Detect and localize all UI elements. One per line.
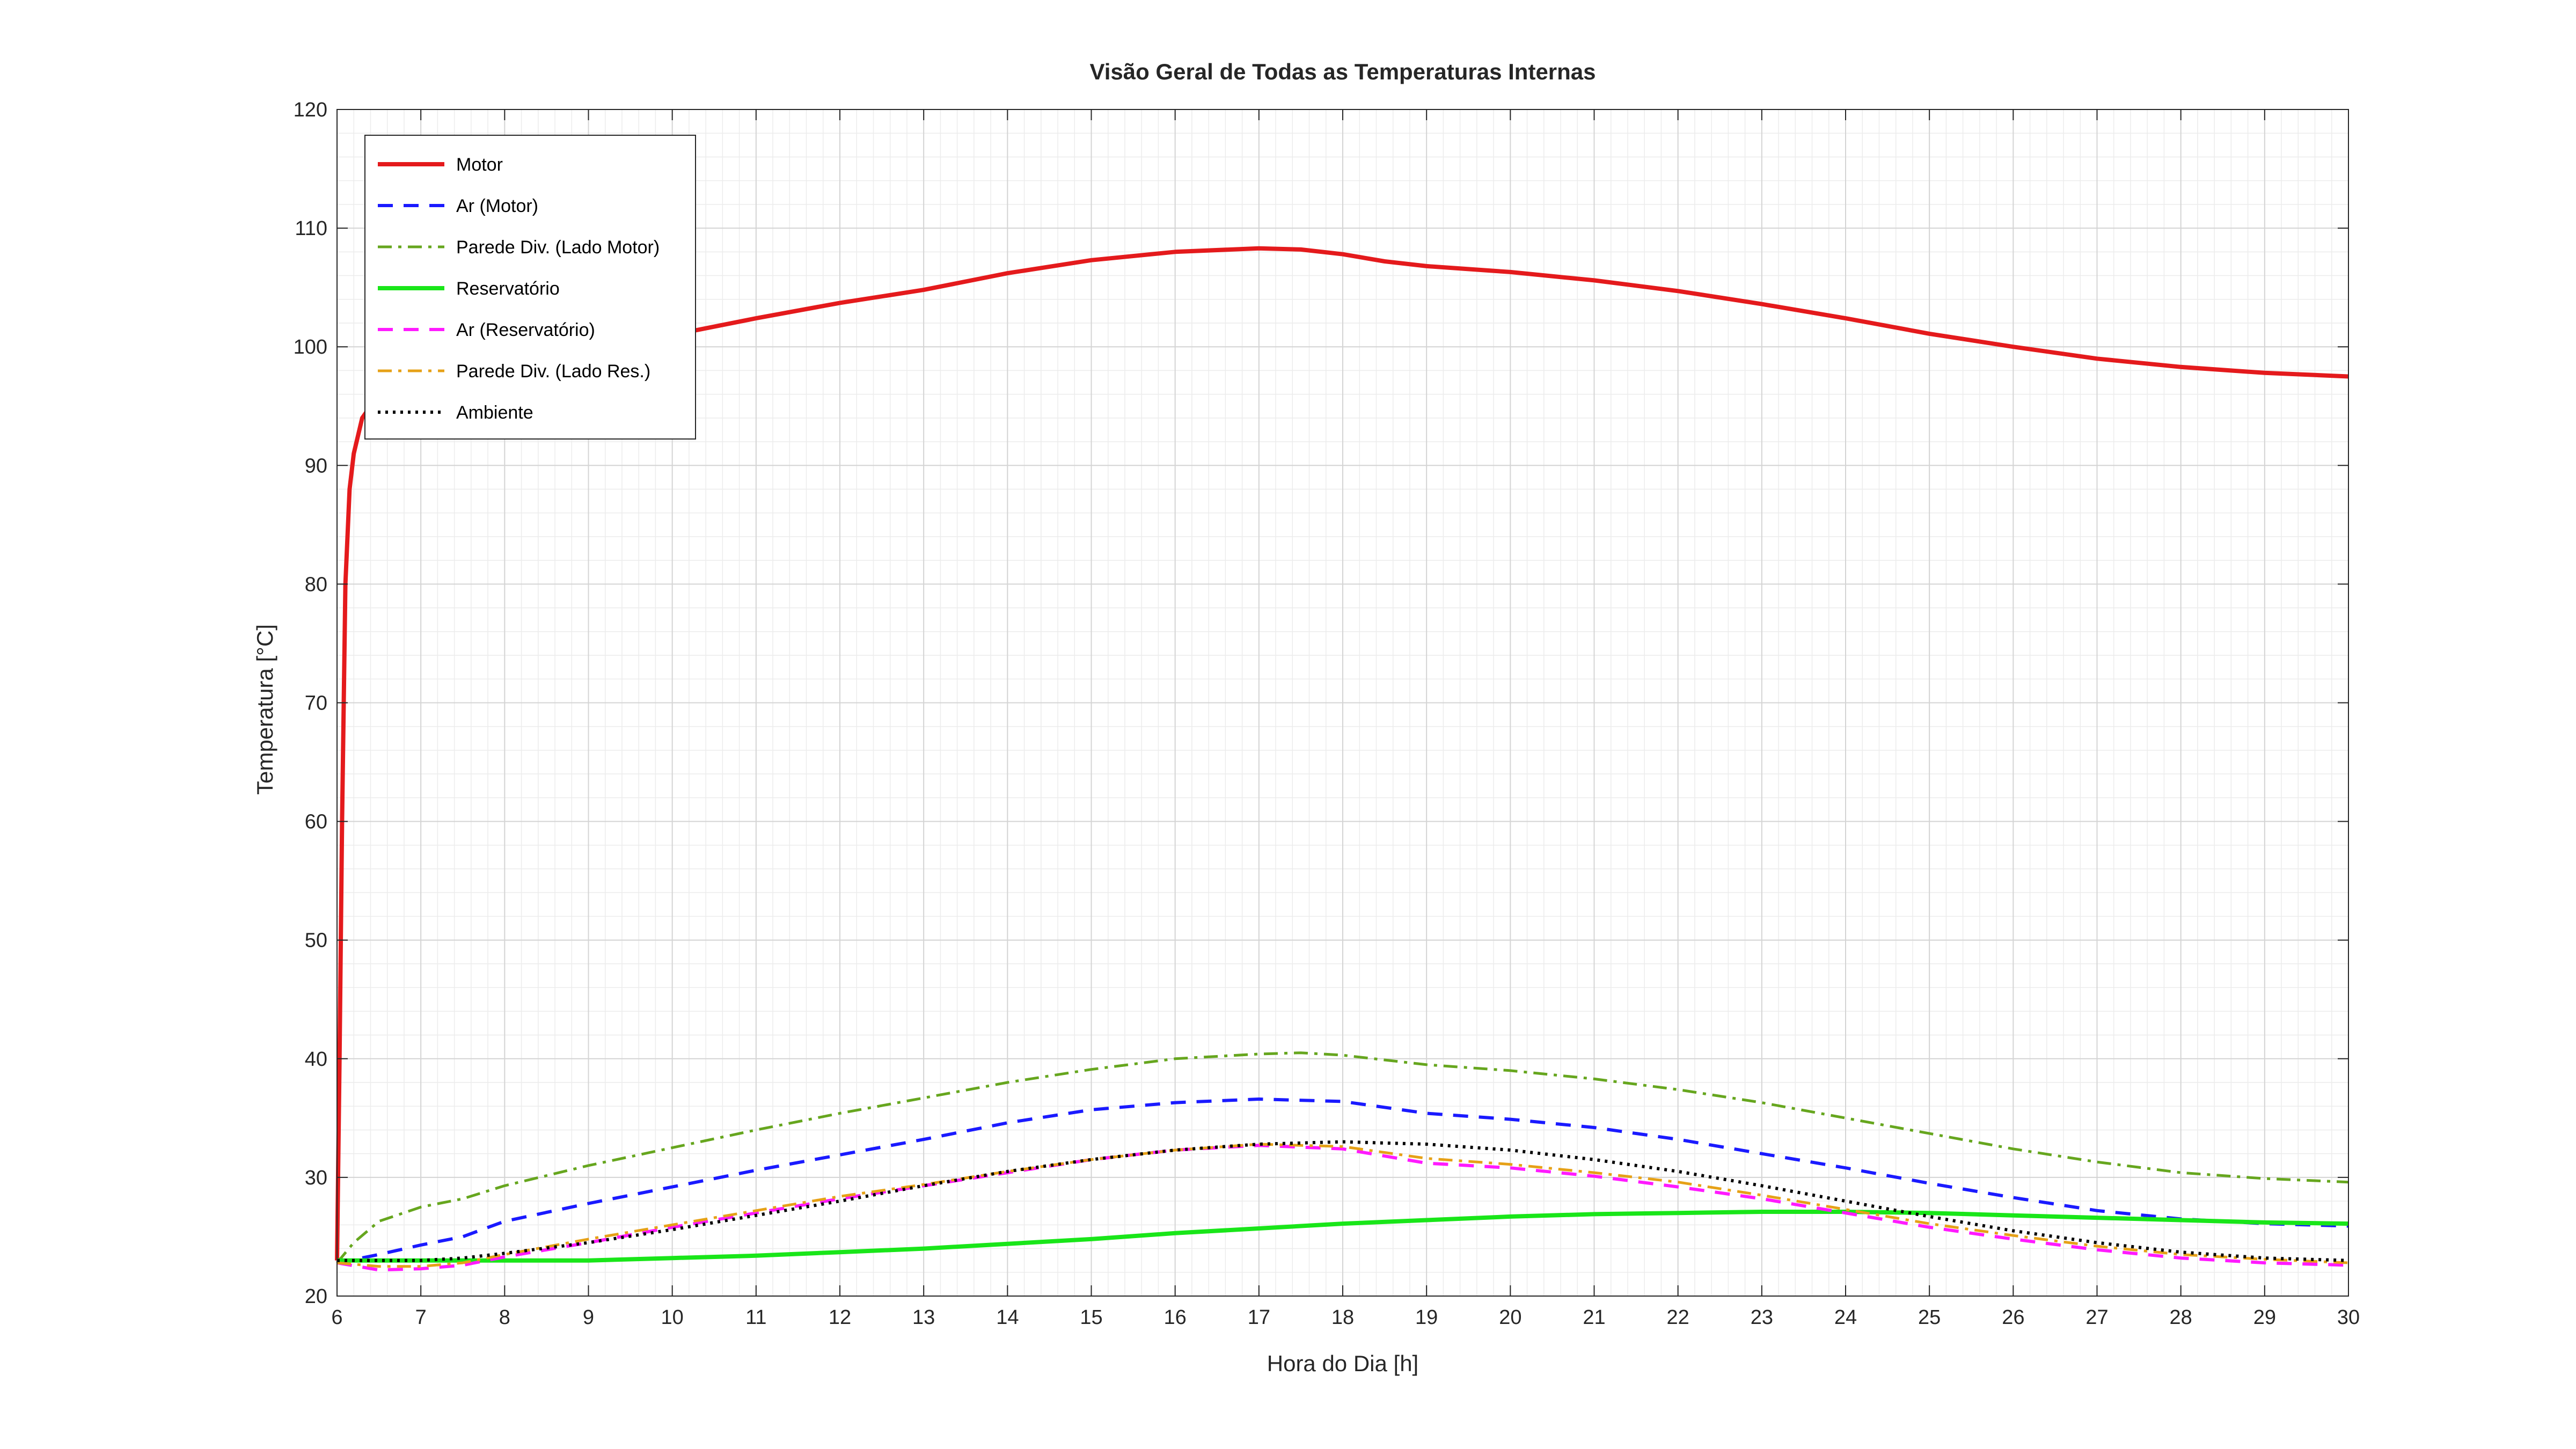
x-tick-label: 27 xyxy=(2085,1306,2108,1329)
x-axis-label: Hora do Dia [h] xyxy=(1267,1351,1418,1376)
series-line-2 xyxy=(336,1051,2349,1264)
tick-marks xyxy=(336,109,2349,1297)
x-tick-label: 8 xyxy=(499,1306,510,1329)
series-line-6 xyxy=(337,1140,2349,1262)
y-axis-label: Temperatura [°C] xyxy=(252,624,277,795)
legend-entry-0: Motor xyxy=(456,155,503,175)
chart-title: Visão Geral de Todas as Temperaturas Int… xyxy=(1089,59,1596,84)
x-tick-label: 10 xyxy=(661,1306,684,1329)
y-tick-label: 40 xyxy=(305,1048,327,1071)
x-tick-label: 19 xyxy=(1415,1306,1438,1329)
x-tick-label: 6 xyxy=(331,1306,342,1329)
series-layer xyxy=(335,246,2349,1272)
legend-entry-5: Parede Div. (Lado Res.) xyxy=(456,361,650,382)
legend-entry-2: Parede Div. (Lado Motor) xyxy=(456,237,660,258)
x-tick-label: 16 xyxy=(1164,1306,1187,1329)
x-tick-label: 18 xyxy=(1331,1306,1354,1329)
y-tick-label: 30 xyxy=(305,1167,327,1189)
series-line-3 xyxy=(337,1210,2349,1263)
legend-entry-6: Ambiente xyxy=(456,402,533,423)
x-tick-label: 9 xyxy=(583,1306,594,1329)
series-line-4 xyxy=(336,1144,2349,1272)
x-tick-label: 25 xyxy=(1918,1306,1941,1329)
legend-entry-3: Reservatório xyxy=(456,279,560,299)
x-tick-label: 22 xyxy=(1667,1306,1689,1329)
y-tick-label: 70 xyxy=(305,692,327,715)
y-tick-label: 100 xyxy=(294,336,327,358)
y-tick-labels: 20 30 40 50 60 70 80 90 100 110 120 xyxy=(294,99,327,1308)
x-tick-label: 24 xyxy=(1834,1306,1857,1329)
y-tick-label: 60 xyxy=(305,811,327,833)
x-tick-label: 29 xyxy=(2253,1306,2276,1329)
x-tick-label: 30 xyxy=(2337,1306,2360,1329)
x-tick-label: 20 xyxy=(1499,1306,1521,1329)
x-tick-labels: 6 7 8 9 10 11 12 13 14 15 16 17 18 19 20 21 22 23 24 25 26 27… xyxy=(331,1306,2360,1329)
legend-entry-4: Ar (Reservatório) xyxy=(456,320,595,340)
x-tick-label: 13 xyxy=(912,1306,935,1329)
x-tick-label: 14 xyxy=(996,1306,1019,1329)
x-tick-label: 17 xyxy=(1248,1306,1270,1329)
x-tick-label: 11 xyxy=(745,1306,766,1329)
series-line-0 xyxy=(335,246,2349,1261)
x-tick-label: 7 xyxy=(415,1306,427,1329)
x-tick-label: 21 xyxy=(1583,1306,1605,1329)
x-tick-label: 15 xyxy=(1080,1306,1102,1329)
y-tick-label: 110 xyxy=(295,217,327,240)
x-tick-label: 23 xyxy=(1751,1306,1773,1329)
y-tick-label: 80 xyxy=(305,573,327,596)
y-tick-label: 20 xyxy=(305,1285,327,1308)
legend-entry-1: Ar (Motor) xyxy=(456,196,538,216)
legend: Motor Ar (Motor) Parede Div. (Lado Motor) R… xyxy=(364,135,696,440)
series-line-5 xyxy=(336,1143,2349,1268)
y-tick-label: 120 xyxy=(294,99,327,121)
y-tick-label: 50 xyxy=(305,930,327,952)
x-tick-label: 28 xyxy=(2170,1306,2192,1329)
y-tick-label: 90 xyxy=(305,455,327,477)
x-tick-label: 12 xyxy=(829,1306,851,1329)
x-tick-label: 26 xyxy=(2002,1306,2024,1329)
series-line-1 xyxy=(336,1097,2349,1265)
